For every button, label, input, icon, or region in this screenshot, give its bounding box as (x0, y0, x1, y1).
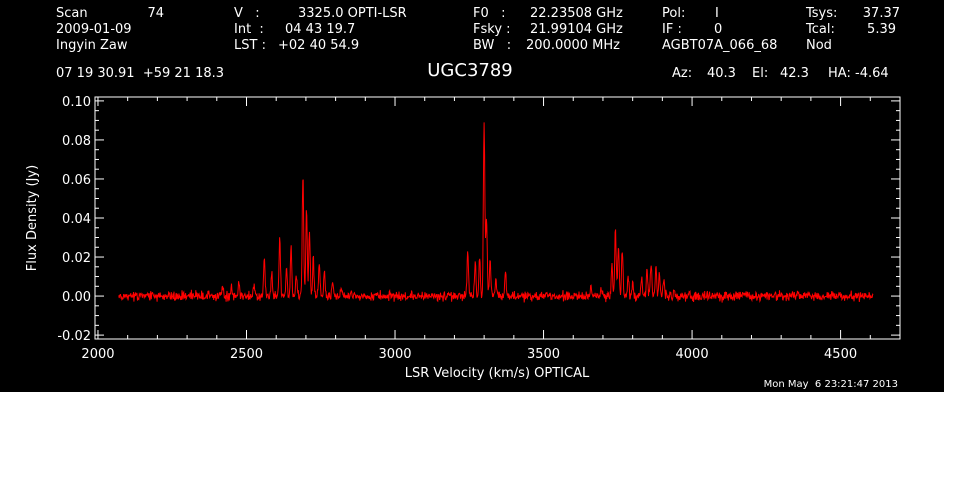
azimuth-label: Az: (672, 66, 693, 81)
tcal-label: Tcal: (806, 22, 835, 37)
project-id: AGBT07A_066_68 (662, 38, 778, 53)
observer-name: Ingyin Zaw (56, 38, 128, 53)
y-tick-label: 0.08 (62, 134, 91, 149)
y-tick-label: 0.04 (62, 212, 91, 227)
integration-value: 04 43 19.7 (285, 22, 356, 37)
azimuth-value: 40.3 (707, 66, 736, 81)
y-axis-label: Flux Density (Jy) (25, 165, 40, 271)
x-axis-label: LSR Velocity (km/s) OPTICAL (405, 366, 590, 381)
tcal-value: 5.39 (867, 22, 896, 37)
if-label: IF : (662, 22, 682, 37)
sky-frequency-value: 21.99104 GHz (530, 22, 623, 37)
velocity-value: 3325.0 OPTI-LSR (298, 6, 407, 21)
scan-label: Scan (56, 6, 88, 21)
x-tick-label: 2500 (230, 347, 263, 362)
source-coordinates: 07 19 30.91 +59 21 18.3 (56, 66, 225, 81)
polarization-value: I (715, 6, 719, 21)
y-tick-label: 0.00 (62, 290, 91, 305)
observation-date: 2009-01-09 (56, 22, 132, 37)
rest-frequency-label: F0 : (473, 6, 506, 21)
bandwidth-label: BW : (473, 38, 512, 53)
x-tick-label: 3500 (527, 347, 560, 362)
tsys-value: 37.37 (862, 6, 900, 21)
elevation-label: El: (752, 66, 769, 81)
y-tick-label: 0.06 (62, 173, 91, 188)
sky-frequency-label: Fsky : (473, 22, 511, 37)
object-name: UGC3789 (427, 60, 513, 81)
bandwidth-value: 200.0000 MHz (526, 38, 620, 53)
integration-label: Int : (234, 22, 264, 37)
x-tick-label: 3000 (378, 347, 411, 362)
y-tick-label: -0.02 (57, 329, 91, 344)
procedure-name: Nod (806, 38, 832, 53)
plot-frame (94, 96, 901, 340)
y-tick-label: 0.10 (62, 95, 91, 110)
rest-frequency-value: 22.23508 GHz (530, 6, 623, 21)
x-tick-label: 4500 (824, 347, 857, 362)
render-timestamp: Mon May 6 23:21:47 2013 (763, 379, 898, 390)
tsys-label: Tsys: (806, 6, 838, 21)
y-tick-label: 0.02 (62, 251, 91, 266)
hour-angle-value: -4.64 (855, 66, 889, 81)
hour-angle-label: HA: (828, 66, 851, 81)
velocity-label: V : (234, 6, 260, 21)
elevation-value: 42.3 (780, 66, 809, 81)
scan-value: 74 (147, 6, 164, 21)
if-value: 0 (714, 22, 723, 37)
lst-value: +02 40 54.9 (278, 38, 360, 53)
x-tick-label: 4000 (676, 347, 709, 362)
x-tick-label: 2000 (81, 347, 114, 362)
spectrum-trace (118, 122, 874, 304)
lst-label: LST : (234, 38, 266, 53)
plot-panel: Scan 74 V : 3325.0 OPTI-LSR F0 : 22.2350… (0, 0, 944, 392)
polarization-label: Pol: (662, 6, 686, 21)
spectrum-chart: 2000 2500 3000 3500 4000 4500 -0.02 0.00 0.02 0.0… (25, 95, 901, 381)
